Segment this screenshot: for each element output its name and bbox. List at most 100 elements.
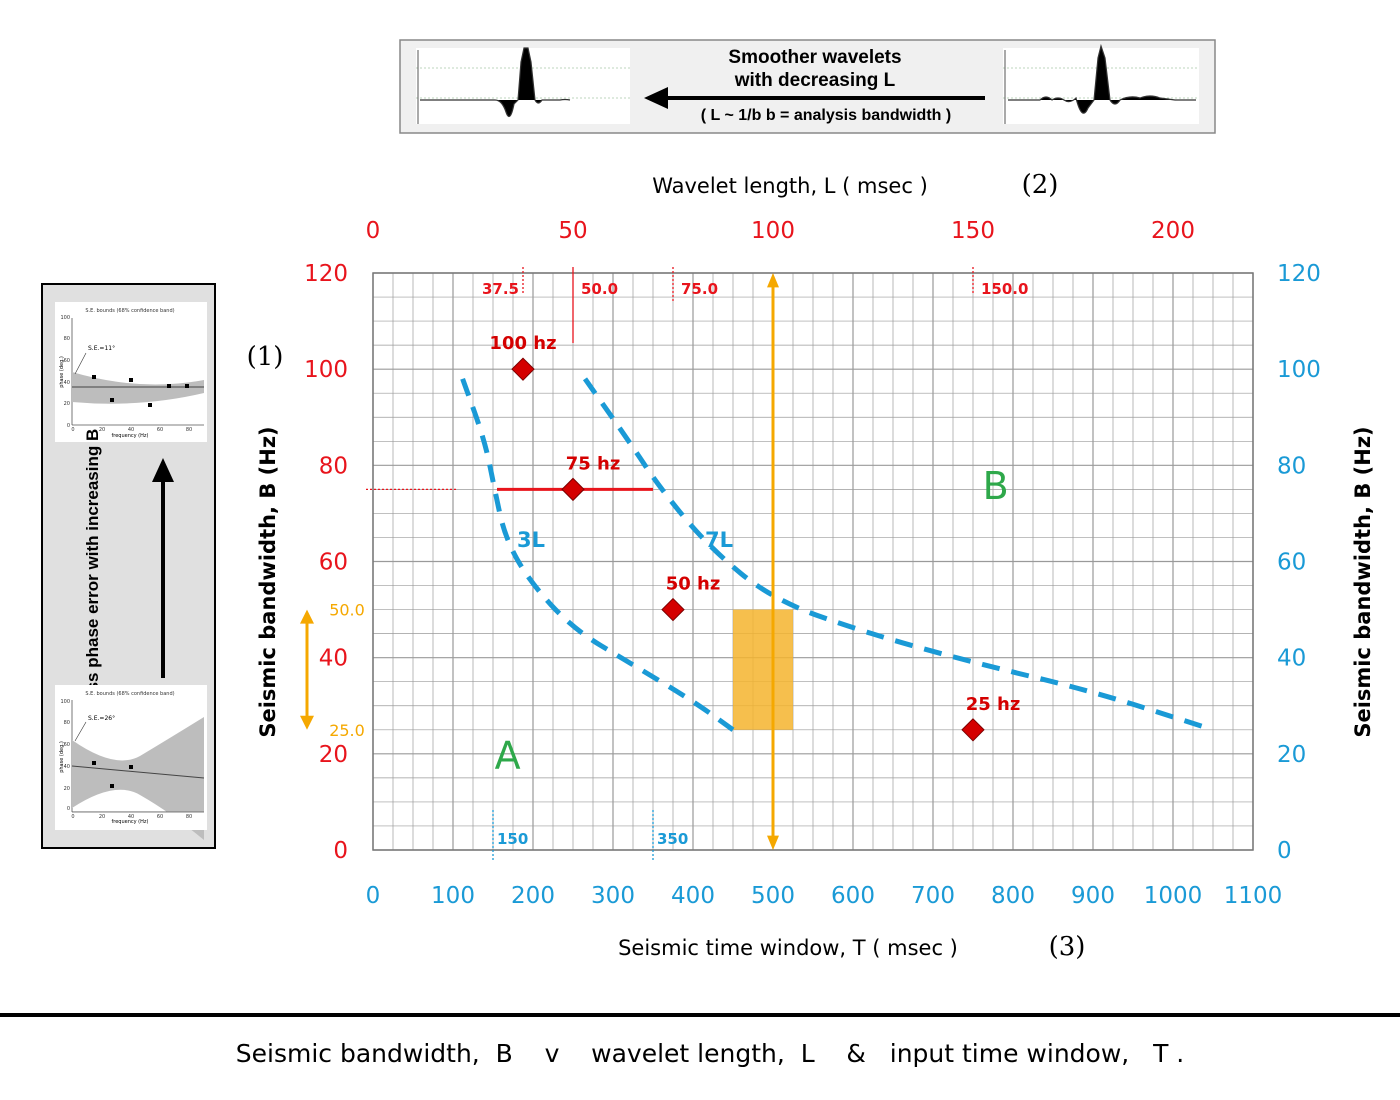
right-tick-label: 80 — [1277, 453, 1306, 479]
bottom-tick-label: 1100 — [1224, 883, 1283, 909]
top-tick-label: 0 — [366, 218, 381, 244]
top-tick-label: 50 — [558, 218, 587, 244]
inset-top-ytick: 40 — [64, 380, 70, 386]
inset-top-ylabel: phase (deg.) — [59, 356, 65, 388]
inset-bottom-ytick: 40 — [64, 764, 70, 770]
bottom-tick-label: 300 — [591, 883, 635, 909]
bottom-tick-label: 1000 — [1144, 883, 1203, 909]
top-tick-label: 150 — [951, 218, 995, 244]
top-axis-ticks: 0 50 100 150 200 — [366, 218, 1195, 244]
inset-bottom-xtick: 60 — [157, 814, 163, 820]
region-b-label: B — [983, 464, 1009, 508]
frequency-point-label: 50 hz — [666, 574, 721, 595]
inset-bottom-xtick: 40 — [128, 814, 134, 820]
inset-bottom-ytick: 20 — [64, 786, 70, 792]
top-tick-label: 200 — [1151, 218, 1195, 244]
inset-top-ytick: 100 — [60, 315, 70, 321]
bottom-tick-label: 100 — [431, 883, 475, 909]
right-tick-label: 20 — [1277, 742, 1306, 768]
bottom-tick-label: 500 — [751, 883, 795, 909]
vertical-range-arrow — [767, 273, 779, 850]
inset-bottom-ytick: 60 — [64, 742, 70, 748]
right-tick-label: 120 — [1277, 261, 1321, 287]
banner-line2: with decreasing L — [734, 70, 896, 91]
right-tick-label: 40 — [1277, 646, 1306, 672]
inset-top-ytick: 20 — [64, 401, 70, 407]
time-window-markers: 150 350 — [492, 810, 688, 862]
rough-wavelet-icon — [1008, 43, 1196, 114]
inset-top-xtick: 40 — [128, 427, 134, 433]
wavelet-curves — [460, 377, 1214, 733]
left-tick-label: 40 — [319, 646, 348, 672]
left-axis-number: (1) — [247, 342, 284, 372]
frequency-point-label: 100 hz — [489, 333, 556, 354]
shaded-box — [733, 609, 793, 730]
frequency-points: 100 hz 75 hz 50 hz 25 hz — [489, 333, 1021, 742]
curve-3l — [460, 377, 735, 732]
wavelet-length-marker-label: 150.0 — [981, 280, 1028, 298]
plot-frame — [372, 272, 1254, 851]
banner-line1: Smoother wavelets — [728, 47, 901, 68]
wavelet-banner: Smoother wavelets with decreasing L ( L … — [399, 39, 1216, 134]
banner-line3: ( L ~ 1/b b = analysis bandwidth ) — [701, 107, 951, 124]
inset-bottom-xlabel: frequency (Hz) — [112, 819, 149, 825]
down-arrow-icon — [300, 715, 314, 730]
frequency-point-marker — [961, 718, 985, 742]
left-tick-label: 100 — [304, 357, 348, 383]
inset-top-plot: S.E. bounds (68% confidence band) S.E.=1… — [55, 302, 207, 442]
inset-bottom-ytick: 80 — [64, 720, 70, 726]
curve-7l-label: 7L — [705, 528, 733, 552]
inset-top-se: S.E.=11° — [88, 345, 115, 352]
down-arrow-icon — [767, 835, 779, 850]
bottom-tick-label: 400 — [671, 883, 715, 909]
frequency-point-marker — [661, 597, 685, 622]
inset-bottom-plot: S.E. bounds (68% confidence band) S.E.=2… — [55, 685, 207, 840]
inset-bottom-xtick: 80 — [186, 814, 192, 820]
wavelet-length-markers: 37.5 50.0 75.0 150.0 — [482, 267, 1028, 343]
region-a-label: A — [495, 733, 521, 777]
left-axis-ticks: 0 20 40 60 80 100 120 — [304, 261, 348, 864]
inset-bottom-xtick: 20 — [99, 814, 105, 820]
wavelet-length-marker-label: 50.0 — [581, 280, 618, 298]
inset-caption: Less phase error with increasing B — [83, 429, 102, 711]
bottom-tick-label: 900 — [1071, 883, 1115, 909]
right-axis-title: Seismic bandwidth, B (Hz) — [1351, 426, 1375, 737]
wavelet-length-marker-label: 37.5 — [482, 280, 519, 298]
bottom-axis-title: Seismic time window, T ( msec ) — [618, 936, 958, 960]
bandwidth-range-arrow: 50.0 25.0 — [300, 601, 365, 740]
bottom-tick-label: 800 — [991, 883, 1035, 909]
left-tick-label: 20 — [319, 742, 348, 768]
inset-top-xlabel: frequency (Hz) — [112, 433, 149, 439]
inset-top-title: S.E. bounds (68% confidence band) — [85, 308, 174, 314]
up-arrow-icon — [767, 273, 779, 288]
inset-top-xtick: 0 — [71, 427, 74, 433]
shaded-analysis-box — [733, 609, 793, 730]
right-tick-label: 0 — [1277, 838, 1292, 864]
left-tick-label: 120 — [304, 261, 348, 287]
time-window-marker-label: 150 — [497, 830, 528, 848]
frequency-point-label: 25 hz — [966, 694, 1021, 715]
left-arrow-icon — [644, 87, 668, 109]
left-axis-title: Seismic bandwidth, B (Hz) — [256, 426, 280, 737]
phase-error-inset: S.E. bounds (68% confidence band) S.E.=1… — [41, 283, 216, 849]
bottom-axis-ticks: 0 100 200 300 400 500 600 700 800 900 1000 1100 — [366, 883, 1283, 909]
right-tick-label: 60 — [1277, 550, 1306, 576]
right-axis-ticks: 0 20 40 60 80 100 120 — [1277, 261, 1321, 864]
up-arrow-icon — [152, 458, 174, 482]
inset-bottom-title: S.E. bounds (68% confidence band) — [85, 691, 174, 697]
inset-bottom-ytick: 0 — [67, 806, 70, 812]
bottom-tick-label: 200 — [511, 883, 555, 909]
inset-bottom-se: S.E.=26° — [88, 715, 115, 722]
frequency-point-marker — [511, 357, 535, 381]
top-axis-number: (2) — [1022, 170, 1059, 200]
bandwidth-high-label: 50.0 — [329, 601, 365, 620]
inset-top-ytick: 0 — [67, 423, 70, 429]
wavelet-length-marker-label: 75.0 — [681, 280, 718, 298]
smooth-wavelet-icon — [420, 47, 571, 118]
inset-bottom-ytick: 100 — [60, 699, 70, 705]
inset-top-xtick: 20 — [99, 427, 105, 433]
bottom-tick-label: 700 — [911, 883, 955, 909]
left-tick-label: 0 — [333, 838, 348, 864]
bottom-tick-label: 600 — [831, 883, 875, 909]
